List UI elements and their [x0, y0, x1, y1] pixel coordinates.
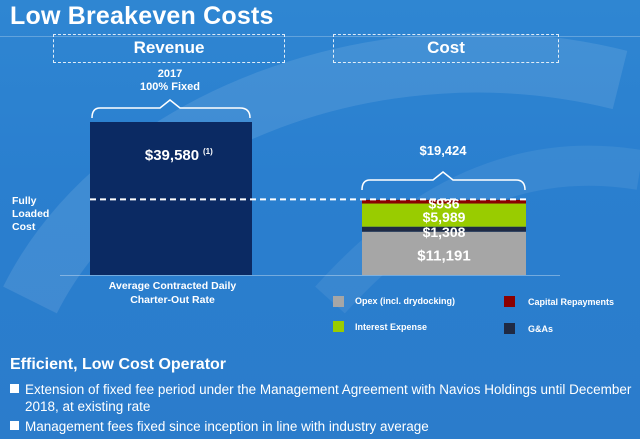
bullet-2-text: Management fees fixed since inception in…	[25, 419, 429, 434]
section-title: Efficient, Low Cost Operator	[10, 356, 227, 373]
bullet-1-text: Extension of fixed fee period under the …	[25, 382, 632, 397]
cost-segment-label-2: $5,989	[423, 209, 466, 225]
legend-swatch-interest	[333, 321, 344, 332]
bullet-1-cont: 2018, at existing rate	[25, 398, 150, 415]
legend-swatch-gas	[504, 323, 515, 334]
bullet-1: Extension of fixed fee period under the …	[10, 381, 631, 398]
revenue-bar-label: $39,580	[145, 147, 199, 164]
fully-loaded-label-2: Loaded	[12, 208, 50, 220]
fully-loaded-label-1: Fully	[12, 195, 37, 207]
revenue-caption-2: Charter-Out Rate	[130, 294, 215, 306]
bullet-square-icon	[10, 384, 19, 393]
revenue-note-year: 2017	[157, 68, 183, 80]
legend-label-gas: G&As	[528, 324, 554, 334]
bullet-2: Management fees fixed since inception in…	[10, 418, 429, 435]
page-title: Low Breakeven Costs	[10, 2, 274, 30]
cost-segment-label-3: $936	[428, 195, 459, 211]
revenue-caption-1: Average Contracted Daily	[108, 280, 237, 292]
cost-bracket	[361, 171, 526, 191]
legend-label-opex: Opex (incl. drydocking)	[355, 296, 456, 306]
revenue-footnote: (1)	[203, 147, 213, 156]
bullet-square-icon	[10, 421, 19, 430]
title-divider	[0, 36, 640, 37]
revenue-note-fixed: 100% Fixed	[140, 81, 200, 93]
cost-segment-label-1: $1,308	[423, 224, 466, 240]
cost-segment-2	[362, 203, 526, 227]
cost-segment-label-0: $11,191	[417, 247, 470, 264]
cost-header: Cost	[333, 34, 559, 63]
cost-total-label: $19,424	[420, 143, 468, 158]
bullet-1-text-cont: 2018, at existing rate	[25, 399, 151, 414]
legend-label-interest: Interest Expense	[355, 322, 428, 332]
legend-swatch-capital	[504, 296, 515, 307]
cost-segment-0	[362, 231, 526, 275]
cost-segment-1	[362, 226, 526, 232]
legend-swatch-opex	[333, 296, 344, 307]
fully-loaded-label-3: Cost	[12, 221, 36, 233]
legend-label-capital: Capital Repayments	[528, 297, 615, 307]
revenue-bracket	[91, 99, 251, 119]
revenue-header: Revenue	[53, 34, 285, 63]
cost-segment-3	[362, 199, 526, 204]
